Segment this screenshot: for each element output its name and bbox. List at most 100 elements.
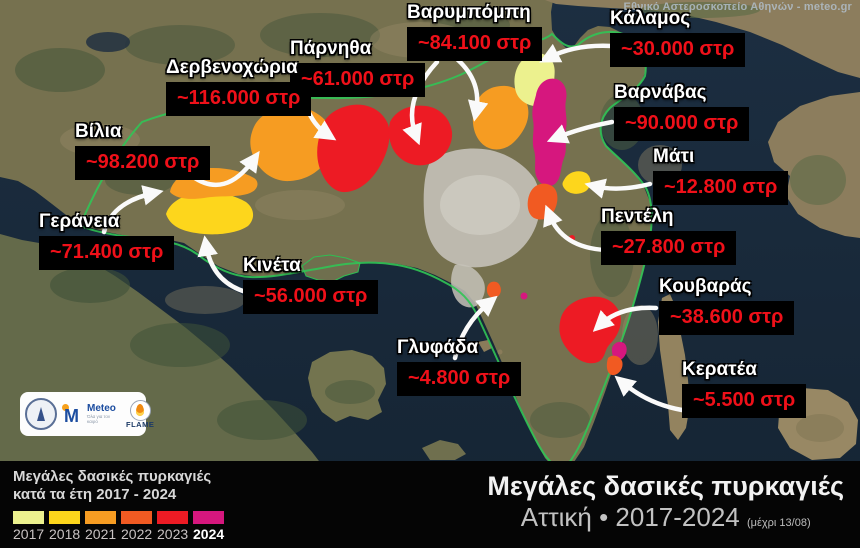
swatch-2018 bbox=[49, 511, 80, 524]
fire-area-keratea-magenta bbox=[611, 341, 627, 360]
islet-1 bbox=[478, 340, 492, 352]
legend-item-2018: 2018 bbox=[49, 511, 80, 542]
fire-label-glyfada: Γλυφάδα ~4.800 στρ bbox=[397, 337, 522, 396]
observatory-watermark: Εθνικό Αστεροσκοπείο Αθηνών - meteo.gr bbox=[623, 1, 852, 13]
fire-area-value: ~71.400 στρ bbox=[39, 236, 175, 270]
fire-label-varnavas: Βαρνάβας ~90.000 στρ bbox=[614, 82, 750, 141]
arrow-to-varybobi bbox=[455, 57, 489, 122]
meteo-tagline: Όλα για τον καιρό bbox=[87, 414, 111, 424]
legend-item-2023: 2023 bbox=[157, 511, 188, 542]
flame-logo-text: FLAME bbox=[126, 419, 155, 429]
observatory-seal-icon bbox=[25, 398, 57, 430]
legend: Μεγάλες δασικές πυρκαγιές κατά τα έτη 20… bbox=[13, 468, 224, 542]
legend-year-label: 2024 bbox=[193, 526, 225, 542]
fire-area-geraneia bbox=[166, 192, 254, 235]
arrow-to-kouvaras bbox=[592, 305, 659, 332]
legend-year-label: 2022 bbox=[121, 526, 153, 542]
fire-label-kineta: Κινέτα ~56.000 στρ bbox=[243, 255, 379, 314]
arrow-to-kineta bbox=[197, 235, 249, 295]
fire-area-value: ~90.000 στρ bbox=[614, 107, 750, 141]
urban-athens-core bbox=[440, 175, 520, 235]
fire-label-mati: Μάτι ~12.800 στρ bbox=[653, 146, 789, 205]
arrow-to-parnitha-east bbox=[402, 59, 440, 146]
arrow-to-geraneia bbox=[101, 185, 164, 235]
fire-place-name: Βαρνάβας bbox=[614, 82, 707, 103]
fire-area-value: ~61.000 στρ bbox=[290, 63, 426, 97]
fire-place-name: Πάρνηθα bbox=[290, 38, 372, 59]
legend-swatches: 2017 2018 2021 2022 2023 bbox=[13, 511, 224, 542]
swatch-2021 bbox=[85, 511, 116, 524]
fire-label-varybobi: Βαρυμπόμπη ~84.100 στρ bbox=[407, 2, 543, 61]
fire-place-name: Βίλια bbox=[75, 121, 122, 142]
landmass-euboea-north bbox=[545, 0, 860, 78]
fire-place-name: Κινέτα bbox=[243, 255, 301, 276]
flame-icon bbox=[129, 399, 151, 421]
arrow-to-keratea bbox=[614, 375, 685, 413]
fire-area-keratea-orange bbox=[606, 355, 623, 376]
footer-subtitle-note: (μέχρι 13/08) bbox=[747, 517, 811, 529]
meteo-m-icon: M bbox=[62, 404, 79, 426]
footer-title-block: Μεγάλες δασικές πυρκαγιές Αττική • 2017-… bbox=[487, 471, 844, 539]
footer-subtitle: Αττική • 2017-2024 (μέχρι 13/08) bbox=[487, 501, 844, 539]
fire-area-value: ~12.800 στρ bbox=[653, 171, 789, 205]
fire-area-glyfada bbox=[486, 281, 501, 298]
fire-area-speck bbox=[520, 292, 528, 300]
swatch-2023 bbox=[157, 511, 188, 524]
fire-label-vilia: Βίλια ~98.200 στρ bbox=[75, 121, 211, 180]
fire-place-name: Κουβαράς bbox=[659, 276, 752, 297]
fire-label-penteli: Πεντέλη ~27.800 στρ bbox=[601, 206, 737, 265]
arrow-to-varnavas bbox=[546, 119, 615, 144]
swatch-2024 bbox=[193, 511, 224, 524]
fire-label-dervenochoria: Δερβενοχώρια ~116.000 στρ bbox=[166, 57, 312, 116]
swatch-2017 bbox=[13, 511, 44, 524]
fire-place-name: Πεντέλη bbox=[601, 206, 674, 227]
arrow-to-glyfada bbox=[452, 295, 498, 361]
footer-main-title: Μεγάλες δασικές πυρκαγιές bbox=[487, 471, 844, 501]
legend-title-line1: Μεγάλες δασικές πυρκαγιές bbox=[13, 468, 212, 485]
fire-area-value: ~38.600 στρ bbox=[659, 301, 795, 335]
fire-place-name: Δερβενοχώρια bbox=[166, 57, 298, 78]
legend-item-2024: 2024 bbox=[193, 511, 224, 542]
legend-year-label: 2017 bbox=[13, 526, 45, 542]
arrow-to-vilia bbox=[189, 150, 260, 188]
arrow-to-mati bbox=[584, 178, 653, 199]
legend-year-label: 2018 bbox=[49, 526, 81, 542]
legend-item-2022: 2022 bbox=[121, 511, 152, 542]
fire-label-parnitha: Πάρνηθα ~61.000 στρ bbox=[290, 38, 426, 97]
fire-label-kouvaras: Κουβαράς ~38.600 στρ bbox=[659, 276, 795, 335]
footer-subtitle-text: Αττική • 2017-2024 bbox=[520, 502, 740, 532]
fire-area-value: ~98.200 στρ bbox=[75, 146, 211, 180]
fire-label-geraneia: Γεράνεια ~71.400 στρ bbox=[39, 211, 175, 270]
fire-place-name: Γεράνεια bbox=[39, 211, 120, 232]
meteo-logo: M Meteo Όλα για τον καιρό bbox=[62, 403, 121, 426]
fire-label-kalamos: Κάλαμος ~30.000 στρ bbox=[610, 8, 746, 67]
bottom-bar: Μεγάλες δασικές πυρκαγιές κατά τα έτη 20… bbox=[0, 461, 860, 548]
legend-year-label: 2023 bbox=[157, 526, 189, 542]
fire-label-keratea: Κερατέα ~5.500 στρ bbox=[682, 359, 807, 418]
arrow-to-kalamos bbox=[539, 43, 615, 63]
fire-place-name: Γλυφάδα bbox=[397, 337, 479, 358]
fire-area-value: ~27.800 στρ bbox=[601, 231, 737, 265]
fire-place-name: Μάτι bbox=[653, 146, 695, 167]
arrow-to-penteli bbox=[543, 204, 609, 253]
fire-area-value: ~30.000 στρ bbox=[610, 33, 746, 67]
fire-place-name: Βαρυμπόμπη bbox=[407, 2, 531, 23]
fire-area-dervenochoria bbox=[250, 106, 333, 182]
fire-area-value: ~4.800 στρ bbox=[397, 362, 522, 396]
islet-3 bbox=[422, 440, 466, 460]
fire-area-value: ~5.500 στρ bbox=[682, 384, 807, 418]
fire-place-name: Κερατέα bbox=[682, 359, 757, 380]
fire-area-mati bbox=[562, 171, 591, 194]
island-salamina bbox=[301, 254, 361, 282]
legend-item-2021: 2021 bbox=[85, 511, 116, 542]
legend-item-2017: 2017 bbox=[13, 511, 44, 542]
fire-area-value: ~56.000 στρ bbox=[243, 280, 379, 314]
islet-2 bbox=[497, 349, 503, 355]
fire-place-name: Κάλαμος bbox=[610, 8, 691, 29]
meteo-logo-text: Meteo bbox=[87, 403, 116, 414]
fire-area-value: ~84.100 στρ bbox=[407, 27, 543, 61]
flame-logo: FLAME bbox=[126, 399, 155, 429]
legend-title-line2: κατά τα έτη 2017 - 2024 bbox=[13, 486, 177, 503]
swatch-2022 bbox=[121, 511, 152, 524]
